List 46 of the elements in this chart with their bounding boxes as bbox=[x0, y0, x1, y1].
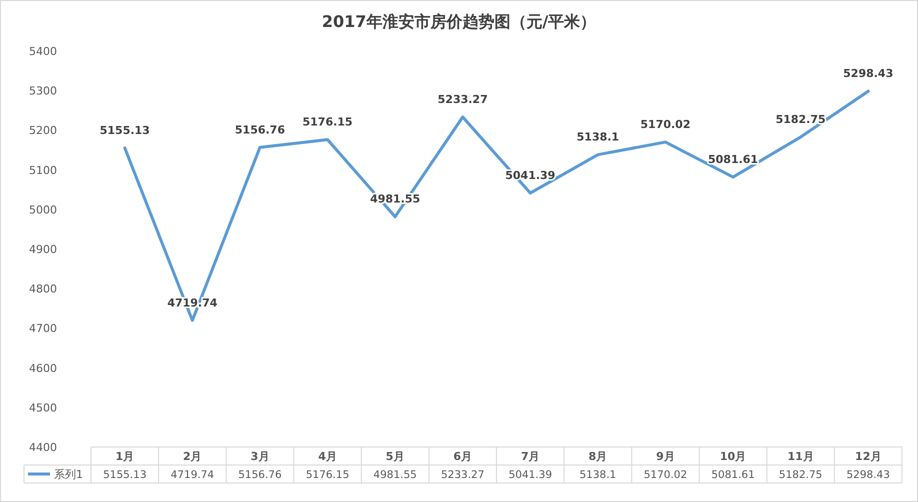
data-label: 5041.39 bbox=[508, 469, 552, 481]
x-tick-label: 3月 bbox=[250, 450, 270, 463]
x-tick-label: 12月 bbox=[855, 450, 882, 463]
data-label: 5156.76 bbox=[238, 469, 282, 481]
annotation: 5298.43 bbox=[843, 67, 894, 80]
x-tick-label: 5月 bbox=[386, 450, 404, 463]
y-tick-label: 5300 bbox=[29, 84, 57, 98]
y-tick-label: 4700 bbox=[29, 322, 57, 336]
y-tick-label: 5100 bbox=[29, 164, 57, 177]
x-tick-label: 7月 bbox=[520, 450, 540, 463]
data-label: 4719.74 bbox=[170, 469, 214, 481]
y-tick-label: 5000 bbox=[29, 203, 57, 216]
x-tick-label: 2月 bbox=[183, 450, 202, 463]
legend-label: 系列1 bbox=[54, 468, 83, 481]
y-tick-label: 5200 bbox=[29, 124, 57, 138]
annotation: 5182.75 bbox=[776, 113, 826, 126]
y-tick-label: 4400 bbox=[29, 441, 57, 454]
data-label: 5155.13 bbox=[103, 469, 147, 481]
y-tick-label: 4500 bbox=[29, 401, 57, 414]
data-label: 5182.75 bbox=[778, 469, 822, 481]
y-tick-label: 4800 bbox=[29, 282, 57, 296]
chart-title: 2017年淮安市房价趋势图（元/平米） bbox=[322, 12, 596, 31]
x-tick-label: 8月 bbox=[588, 450, 608, 463]
x-tick-label: 10月 bbox=[720, 450, 746, 463]
x-tick-label: 11月 bbox=[787, 450, 814, 463]
data-label: 5138.1 bbox=[580, 469, 616, 481]
x-tick-label: 4月 bbox=[318, 450, 337, 463]
annotation: 5138.1 bbox=[576, 130, 620, 144]
data-label: 5233.27 bbox=[440, 469, 484, 481]
data-label: 5170.02 bbox=[644, 469, 688, 481]
annotation: 5170.02 bbox=[640, 118, 691, 132]
annotation: 5233.27 bbox=[438, 93, 488, 106]
annotation: 5176.15 bbox=[302, 116, 353, 129]
data-label: 5081.61 bbox=[711, 469, 755, 481]
annotation: 5081.61 bbox=[708, 153, 758, 166]
annotation: 5156.76 bbox=[234, 123, 286, 136]
x-tick-label: 9月 bbox=[656, 450, 675, 463]
y-tick-label: 4900 bbox=[29, 243, 57, 256]
data-label: 5298.43 bbox=[846, 469, 890, 481]
data-label: 5176.15 bbox=[306, 469, 350, 481]
data-label: 4981.55 bbox=[373, 469, 417, 481]
annotation: 5155.13 bbox=[100, 124, 150, 137]
x-tick-label: 1月 bbox=[115, 450, 134, 463]
y-tick-label: 5400 bbox=[29, 45, 57, 58]
x-tick-label: 6月 bbox=[453, 450, 472, 463]
y-tick-label: 4600 bbox=[29, 362, 57, 375]
